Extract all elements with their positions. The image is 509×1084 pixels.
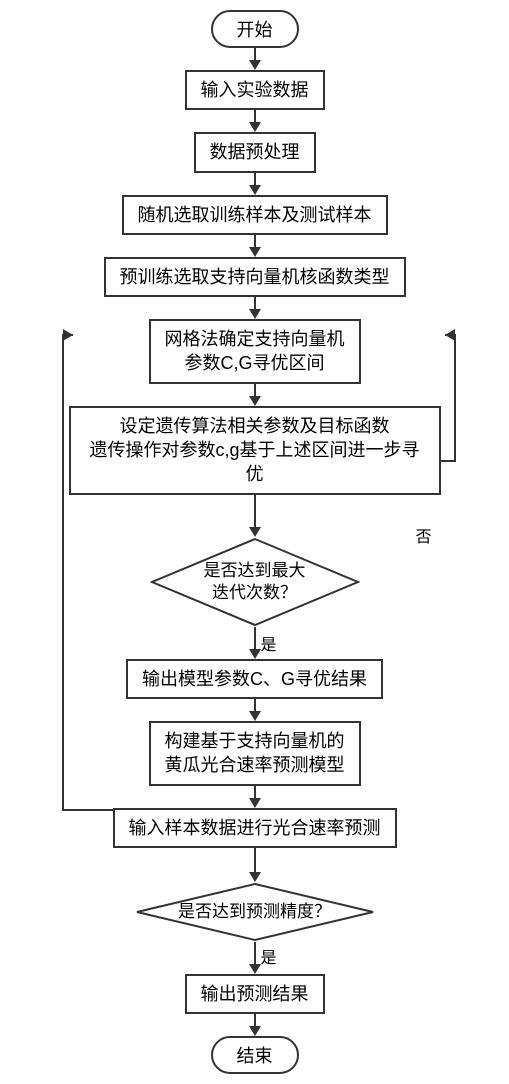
arrow <box>249 1014 261 1036</box>
flowchart-container: 开始 输入实验数据 数据预处理 随机选取训练样本及测试样本 预训练选取支持向量机… <box>10 10 499 1074</box>
process-preprocess: 数据预处理 <box>194 132 316 172</box>
decision-accuracy: 是否达到预测精度？ <box>135 882 375 942</box>
text-line: 黄瓜光合速率预测模型 <box>165 755 345 775</box>
process-build-model: 构建基于支持向量机的 黄瓜光合速率预测模型 <box>149 721 361 786</box>
text-line: 迭代次数？ <box>212 583 297 602</box>
arrow <box>249 699 261 721</box>
text-line: 设定遗传算法相关参数及目标函数 <box>120 416 390 436</box>
text-line: 网格法确定支持向量机 <box>165 329 345 349</box>
arrow <box>249 48 261 70</box>
main-column: 开始 输入实验数据 数据预处理 随机选取训练样本及测试样本 预训练选取支持向量机… <box>69 10 441 1074</box>
stage-decision-1: 是否达到最大 迭代次数？ 否 <box>150 537 360 627</box>
text-line: 参数C,G寻优区间 <box>184 353 324 373</box>
terminator-start: 开始 <box>211 10 299 48</box>
stage-arrow-yes-1: 是 <box>249 627 261 659</box>
stage-decision-2: 是否达到预测精度？ 否 <box>135 882 375 942</box>
text-line: 是否达到最大 <box>204 561 306 580</box>
process-input-data: 输入实验数据 <box>185 70 325 110</box>
arrow <box>249 627 261 659</box>
process-output-params: 输出模型参数C、G寻优结果 <box>126 659 383 699</box>
arrow <box>249 942 261 974</box>
stage-arrow-yes-2: 是 <box>249 942 261 974</box>
process-grid-search: 网格法确定支持向量机 参数C,G寻优区间 <box>149 319 361 384</box>
text-line: 是否达到预测精度？ <box>178 902 331 921</box>
process-ga: 设定遗传算法相关参数及目标函数 遗传操作对参数c,g基于上述区间进一步寻优 <box>69 406 441 495</box>
arrow <box>249 384 261 406</box>
terminator-end: 结束 <box>211 1036 299 1074</box>
arrow <box>249 786 261 808</box>
branch-yes: 是 <box>261 631 277 655</box>
text-line: 构建基于支持向量机的 <box>165 731 345 751</box>
text-line: 遗传操作对参数c,g基于上述区间进一步寻优 <box>89 440 419 484</box>
arrow <box>249 235 261 257</box>
arrow <box>249 173 261 195</box>
arrow <box>249 848 261 882</box>
process-predict: 输入样本数据进行光合速率预测 <box>113 808 397 848</box>
process-kernel: 预训练选取支持向量机核函数类型 <box>104 257 406 297</box>
branch-yes: 是 <box>261 944 277 968</box>
branch-no: 否 <box>415 523 431 547</box>
loop-container: 开始 输入实验数据 数据预处理 随机选取训练样本及测试样本 预训练选取支持向量机… <box>15 10 495 1074</box>
decision-max-iter: 是否达到最大 迭代次数？ <box>150 537 360 627</box>
arrow <box>249 297 261 319</box>
arrow <box>249 495 261 537</box>
arrow <box>249 110 261 132</box>
process-samples: 随机选取训练样本及测试样本 <box>122 195 388 235</box>
process-output-result: 输出预测结果 <box>185 974 325 1014</box>
